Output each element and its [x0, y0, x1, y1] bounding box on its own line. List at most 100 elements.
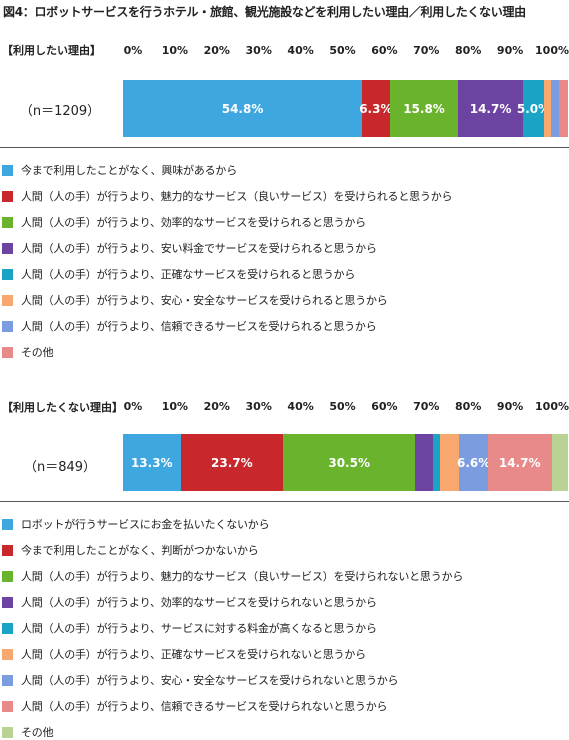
legend-item: 人間（人の手）が行うより、サービスに対する料金が高くなると思うから [2, 620, 377, 636]
legend-label: 人間（人の手）が行うより、正確なサービスを受けられないと思うから [21, 648, 366, 661]
divider-want [0, 147, 569, 148]
legend-label: その他 [21, 726, 54, 739]
legend-swatch [2, 700, 13, 712]
bar-data-label: 30.5% [328, 455, 370, 470]
section-label-dont-want: 【利用したくない理由】 [2, 401, 123, 414]
bar-segment [389, 80, 459, 137]
legend-swatch [2, 294, 13, 306]
bar-segment [522, 80, 545, 137]
chart-title: 図4：ロボットサービスを行うホテル・旅館、観光施設などを利用したい理由／利用した… [3, 5, 526, 19]
legend-label: 人間（人の手）が行うより、効率的なサービスを受けられると思うから [21, 216, 366, 229]
legend-swatch [2, 674, 13, 686]
legend-item: その他 [2, 724, 54, 740]
legend-label: 今まで利用したことがなく、興味があるから [21, 164, 237, 177]
x-tick-label: 40% [287, 44, 314, 57]
legend-item: 人間（人の手）が行うより、正確なサービスを受けられないと思うから [2, 646, 366, 662]
x-tick-label: 60% [371, 400, 398, 413]
bar-data-label: 14.7% [469, 101, 512, 116]
x-tick-label: 70% [413, 400, 440, 413]
bar-data-label: 6.3% [359, 101, 393, 116]
x-tick-label: 10% [161, 400, 189, 413]
x-tick-label: 20% [203, 44, 230, 57]
divider-dont-want [0, 501, 569, 502]
legend-swatch [2, 726, 13, 738]
sample-size-dont-want: （n＝849） [23, 460, 97, 475]
x-tick-label: 0% [123, 400, 143, 413]
bar-segment [551, 434, 569, 491]
bar-segment [180, 434, 284, 491]
x-tick-label: 10% [161, 44, 189, 57]
legend-item: 今まで利用したことがなく、興味があるから [2, 162, 237, 178]
x-tick-label: 100% [535, 44, 569, 57]
bar-segment [459, 434, 489, 491]
bar-data-label: 54.8% [221, 101, 264, 116]
sample-size-want: （n＝1209） [19, 104, 101, 119]
legend-item: 人間（人の手）が行うより、正確なサービスを受けられると思うから [2, 266, 355, 282]
x-tick-label: 90% [496, 400, 524, 413]
legend-swatch [2, 622, 13, 634]
legend-swatch [2, 648, 13, 660]
bar-data-label: 23.7% [211, 455, 253, 470]
bar-data-label: 13.3% [130, 455, 173, 470]
bar-segment [283, 434, 416, 491]
bar-segment [362, 80, 391, 137]
bar-segment [440, 434, 460, 491]
legend-label: その他 [21, 346, 54, 359]
x-tick-label: 30% [245, 400, 272, 413]
bar-segment [487, 434, 553, 491]
bar-segment [415, 434, 434, 491]
legend-label: ロボットが行うサービスにお金を払いたくないから [21, 518, 270, 531]
x-tick-label: 50% [329, 400, 356, 413]
bar-segment [559, 80, 569, 137]
x-tick-label: 90% [496, 44, 524, 57]
legend-swatch [2, 518, 13, 530]
bar-data-label: 6.6% [456, 455, 491, 470]
x-tick-label: 80% [455, 44, 482, 57]
bar-data-label: 14.7% [498, 455, 541, 470]
legend-label: 人間（人の手）が行うより、魅力的なサービス（良いサービス）を受けられると思うから [21, 190, 453, 203]
bar-segment [544, 80, 552, 137]
x-tick-label: 100% [535, 400, 569, 413]
bar-segment [550, 80, 560, 137]
legend-item: 人間（人の手）が行うより、信頼できるサービスを受けられると思うから [2, 318, 377, 334]
legend-label: 今まで利用したことがなく、判断がつかないから [21, 544, 259, 557]
x-tick-label: 60% [371, 44, 398, 57]
legend-label: 人間（人の手）が行うより、魅力的なサービス（良いサービス）を受けられないと思うか… [21, 570, 464, 583]
x-tick-label: 40% [287, 400, 314, 413]
bar-segment [123, 80, 363, 137]
legend-item: 人間（人の手）が行うより、安心・安全なサービスを受けられないと思うから [2, 672, 399, 688]
legend-swatch [2, 596, 13, 608]
legend-label: 人間（人の手）が行うより、安心・安全なサービスを受けられないと思うから [21, 674, 399, 687]
legend-item: その他 [2, 344, 54, 360]
legend-item: ロボットが行うサービスにお金を払いたくないから [2, 516, 270, 532]
x-tick-label: 70% [413, 44, 440, 57]
legend-label: 人間（人の手）が行うより、安心・安全なサービスを受けられると思うから [21, 294, 388, 307]
stacked-bar-dont-want: 13.3% 23.7% 30.5% 6.6% 14.7% [123, 434, 569, 491]
stacked-bar-want: 54.8% 6.3% 15.8% 14.7% 5.0% [123, 80, 569, 137]
legend-label: 人間（人の手）が行うより、信頼できるサービスを受けられないと思うから [21, 700, 388, 713]
bar-data-label: 15.8% [403, 101, 445, 116]
x-tick-label: 80% [455, 400, 482, 413]
legend-swatch [2, 570, 13, 582]
x-tick-label: 30% [245, 44, 272, 57]
legend-swatch [2, 190, 13, 202]
legend-swatch [2, 544, 13, 556]
legend-label: 人間（人の手）が行うより、正確なサービスを受けられると思うから [21, 268, 356, 281]
legend-swatch [2, 164, 13, 176]
legend-item: 今まで利用したことがなく、判断がつかないから [2, 542, 259, 558]
legend-swatch [2, 242, 13, 254]
legend-label: 人間（人の手）が行うより、信頼できるサービスを受けられると思うから [21, 320, 377, 333]
bar-segment [123, 434, 182, 491]
legend-item: 人間（人の手）が行うより、効率的なサービスを受けられると思うから [2, 214, 366, 230]
bar-data-label: 5.0% [516, 101, 551, 116]
legend-label: 人間（人の手）が行うより、安い料金でサービスを受けられると思うから [21, 242, 377, 255]
legend-item: 人間（人の手）が行うより、安い料金でサービスを受けられると思うから [2, 240, 377, 256]
legend-label: 人間（人の手）が行うより、サービスに対する料金が高くなると思うから [21, 622, 377, 635]
x-tick-label: 0% [123, 44, 143, 57]
x-tick-label: 20% [203, 400, 230, 413]
legend-item: 人間（人の手）が行うより、信頼できるサービスを受けられないと思うから [2, 698, 388, 714]
legend-label: 人間（人の手）が行うより、効率的なサービスを受けられないと思うから [21, 596, 377, 609]
bar-segment [458, 80, 524, 137]
legend-item: 人間（人の手）が行うより、効率的なサービスを受けられないと思うから [2, 594, 377, 610]
legend-item: 人間（人の手）が行うより、魅力的なサービス（良いサービス）を受けられないと思うか… [2, 568, 463, 584]
